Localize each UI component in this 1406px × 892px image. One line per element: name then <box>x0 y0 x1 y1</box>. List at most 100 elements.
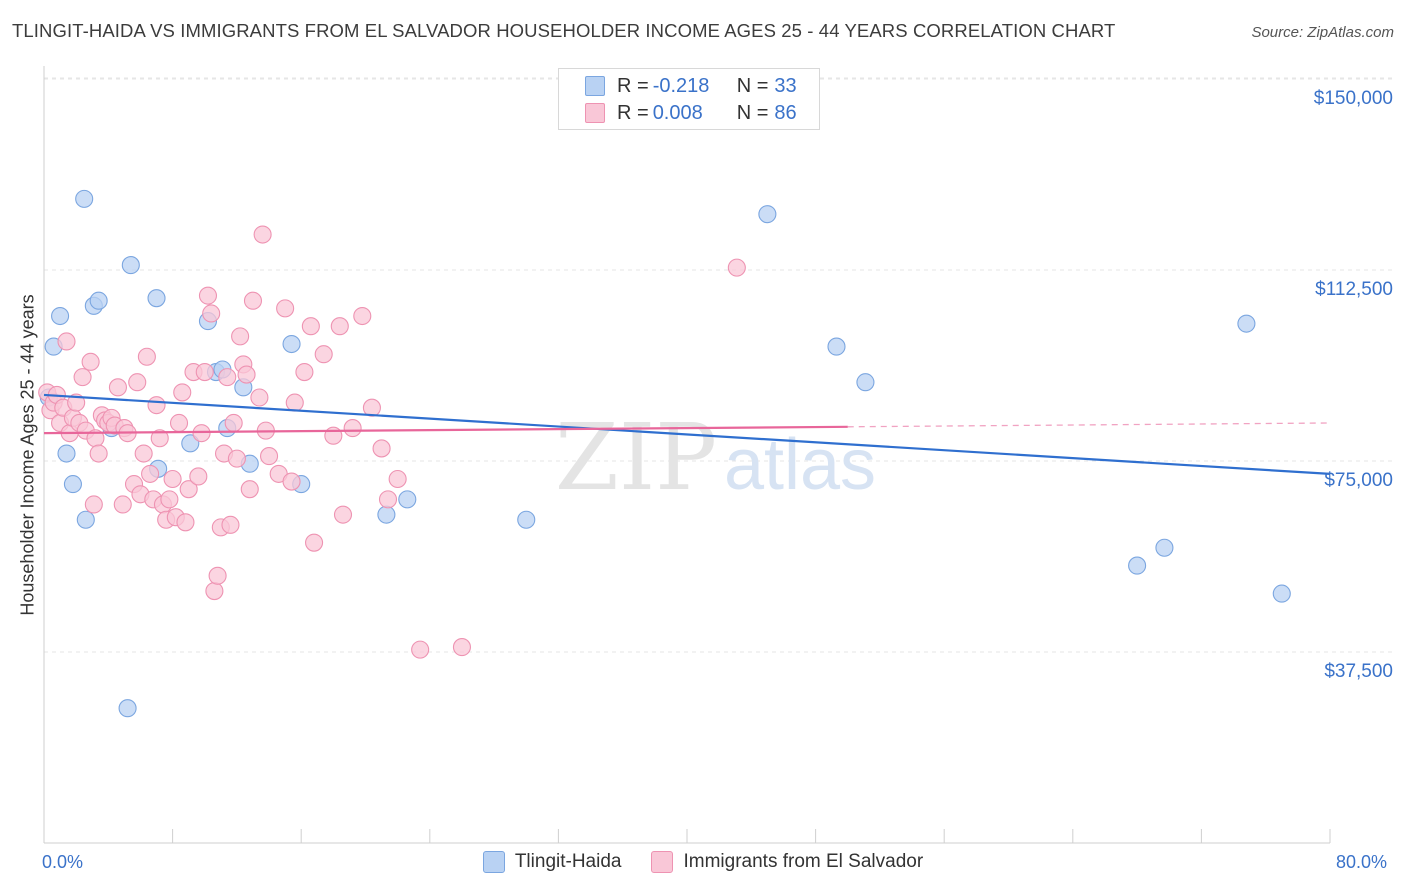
salvador-point <box>150 429 169 448</box>
salvador-point <box>176 513 195 532</box>
series-swatch-tlingit <box>482 851 505 873</box>
tlingit-point <box>181 434 200 453</box>
tlingit-point <box>856 373 875 392</box>
tlingit-point <box>377 505 396 524</box>
salvador-point <box>57 332 76 351</box>
salvador-point <box>227 449 246 468</box>
salvador-point <box>218 368 237 387</box>
y-tick-label: $112,500 <box>1315 279 1393 300</box>
salvador-point <box>163 469 182 489</box>
y-tick-label: $75,000 <box>1324 470 1393 491</box>
y-tick-label: $37,500 <box>1324 661 1393 682</box>
salvador-point <box>208 566 227 585</box>
series-legend-salvador[interactable]: Immigrants from El Salvador <box>651 851 923 873</box>
series-legend-tlingit[interactable]: Tlingit-Haida <box>482 851 622 873</box>
y-tick-labels: $37,500 $75,000 $112,500 $150,000 <box>1314 88 1393 682</box>
series-label-tlingit: Tlingit-Haida <box>514 851 622 872</box>
legend-row-salvador: R = 0.008 N = 86 <box>585 100 797 126</box>
salvador-point <box>89 444 108 463</box>
tlingit-point <box>147 289 166 308</box>
salvador-point <box>141 464 160 483</box>
salvador-point <box>192 424 211 443</box>
salvador-point <box>282 472 301 491</box>
salvador-point <box>134 444 153 463</box>
salvador-trend-line <box>43 425 848 435</box>
salvador-point <box>179 480 198 499</box>
salvador-point <box>333 505 353 524</box>
stats-legend: R = -0.218 N = 33 R = 0.008 N = 86 <box>558 68 820 130</box>
salvador-point <box>205 582 224 601</box>
watermark-atlas: atlas <box>724 425 876 505</box>
salvador-trend-line-extension <box>847 422 1331 428</box>
salvador-point <box>388 469 407 489</box>
watermark-zip: ZIP <box>555 404 717 511</box>
salvador-point <box>221 515 240 534</box>
tlingit-point <box>827 337 846 356</box>
salvador-point <box>189 467 208 486</box>
salvador-point <box>243 291 263 310</box>
legend-swatch-tlingit <box>585 76 605 96</box>
y-tick-label: $150,000 <box>1314 88 1393 109</box>
series-label-salvador: Immigrants from El Salvador <box>683 851 924 872</box>
salvador-point <box>160 490 179 509</box>
salvador-point <box>305 533 324 552</box>
salvador-point <box>314 345 333 364</box>
tlingit-point <box>1155 538 1174 557</box>
tlingit-point <box>51 306 70 326</box>
salvador-point <box>285 393 304 412</box>
salvador-point <box>108 378 127 397</box>
y-axis-label: Householder Income Ages 25 - 44 years <box>17 294 38 616</box>
salvador-point <box>202 304 221 323</box>
tlingit-point <box>63 475 82 494</box>
salvador-point <box>195 362 214 382</box>
legend-r-value: 0.008 <box>652 101 703 124</box>
x-tick-left: 0.0% <box>42 852 84 872</box>
tlingit-point <box>118 699 137 718</box>
legend-n-label: N = <box>736 74 769 97</box>
salvador-point <box>240 480 259 499</box>
salvador-point <box>727 258 746 277</box>
series-swatch-salvador <box>651 851 674 873</box>
salvador-point <box>250 388 269 407</box>
salvador-point <box>276 299 295 318</box>
tlingit-point <box>282 334 301 354</box>
salvador-point <box>84 495 103 514</box>
tlingit-point <box>758 205 777 224</box>
legend-n-label: N = <box>736 101 769 124</box>
salvador-point <box>301 317 320 336</box>
salvador-point <box>253 225 272 244</box>
x-tick-right: 80.0% <box>1336 852 1388 872</box>
salvador-point <box>231 327 250 346</box>
salvador-point <box>452 638 472 657</box>
salvador-point <box>81 352 100 371</box>
salvador-point <box>343 419 362 438</box>
trend-layer <box>43 393 1331 476</box>
salvador-point <box>378 490 398 509</box>
salvador-point <box>330 317 349 336</box>
legend-swatch-salvador <box>585 103 605 123</box>
legend-n-value: 33 <box>774 74 797 97</box>
legend-r-label: R = <box>617 74 649 97</box>
salvador-point <box>147 396 166 415</box>
series-legend: Tlingit-Haida Immigrants from El Salvado… <box>0 851 1406 873</box>
salvador-point <box>173 383 192 402</box>
salvador-point <box>169 413 189 433</box>
tlingit-point <box>517 510 536 529</box>
tlingit-point <box>398 490 417 509</box>
salvador-point <box>295 362 314 382</box>
legend-n-value: 86 <box>774 101 797 124</box>
salvador-point <box>73 368 92 387</box>
salvador-point <box>237 365 256 384</box>
legend-row-tlingit: R = -0.218 N = 33 <box>585 73 797 99</box>
tlingit-point <box>1128 556 1147 575</box>
tlingit-point <box>121 256 140 275</box>
salvador-point <box>353 306 372 326</box>
tlingit-point <box>89 291 108 310</box>
salvador-point <box>411 640 430 659</box>
tlingit-point <box>1272 584 1291 603</box>
tlingit-point <box>75 189 94 208</box>
chart-title: TLINGIT-HAIDA VS IMMIGRANTS FROM EL SALV… <box>12 20 1116 41</box>
salvador-point <box>128 373 147 392</box>
salvador-point <box>372 439 391 458</box>
tlingit-point <box>76 510 95 529</box>
